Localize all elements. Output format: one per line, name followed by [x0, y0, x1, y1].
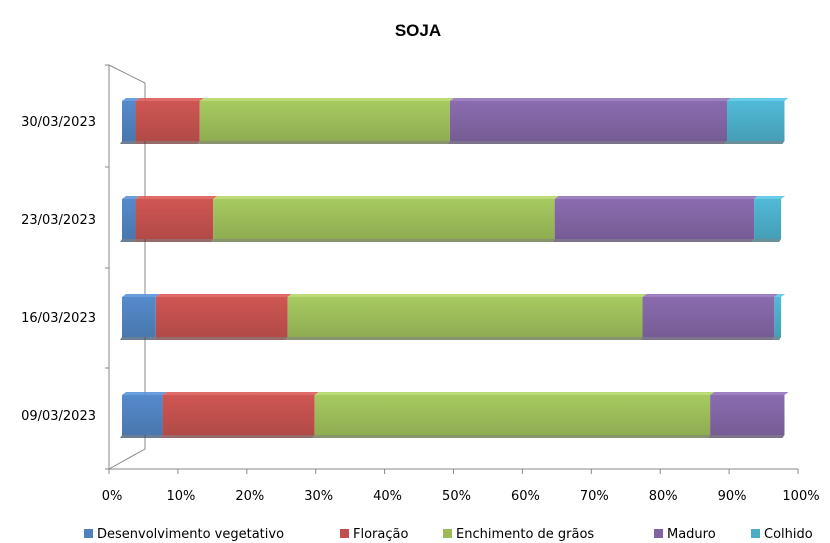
bar-top-face — [135, 98, 204, 101]
bar-segment — [754, 199, 782, 239]
bar-bottom-face — [772, 337, 782, 340]
bar-bottom-face — [120, 239, 136, 242]
legend-item: Floração — [340, 527, 408, 542]
bar-top-face — [122, 196, 140, 199]
legend-label: Enchimento de grãos — [456, 527, 594, 542]
legend-label: Floração — [353, 527, 408, 542]
legend-label: Desenvolvimento vegetativo — [97, 527, 284, 542]
bar-segment — [554, 199, 755, 239]
bar-bottom-face — [120, 337, 156, 340]
bar-bottom-face — [133, 239, 214, 242]
bar-segment — [135, 199, 214, 239]
axes — [105, 64, 799, 474]
x-tick-label: 30% — [304, 489, 333, 504]
legend-item: Desenvolvimento vegetativo — [84, 527, 284, 542]
bar-top-face — [710, 392, 789, 395]
bar-bottom-face — [285, 337, 643, 340]
legend-label: Colhido — [764, 527, 813, 542]
x-tick-label: 70% — [580, 489, 609, 504]
bar-top-face — [122, 98, 140, 101]
bar-bottom-face — [120, 141, 136, 144]
bar-segment — [314, 395, 711, 435]
x-tick-label: 50% — [442, 489, 471, 504]
bar-top-face — [727, 98, 789, 101]
bar-top-face — [199, 98, 454, 101]
bar-bottom-face — [708, 435, 785, 438]
bar-segment — [727, 101, 785, 141]
bar-segment — [162, 395, 315, 435]
legend-swatch — [751, 529, 760, 538]
x-tick-labels: 0% 10% 20% 30% 40% 50% 60% 70% 80% 90% 100% — [102, 489, 820, 504]
bar-top-face — [135, 196, 218, 199]
bar-segment — [774, 297, 782, 337]
y-tick-label: 09/03/2023 — [21, 409, 96, 424]
bar-top-face — [287, 294, 647, 297]
legend-item: Maduro — [654, 527, 716, 542]
bar-segment — [213, 199, 555, 239]
bar-bottom-face — [725, 141, 785, 144]
bar-top-face — [162, 392, 319, 395]
legend-label: Maduro — [667, 527, 716, 542]
bar-bottom-face — [552, 239, 755, 242]
bar-top-face — [155, 294, 292, 297]
bar-bottom-face — [752, 239, 782, 242]
x-tick-label: 100% — [782, 489, 819, 504]
bar-bottom-face — [160, 435, 315, 438]
bar-segment — [122, 101, 136, 141]
bar-bottom-face — [447, 141, 728, 144]
bar-top-face — [314, 392, 715, 395]
x-tick-label: 80% — [649, 489, 678, 504]
bar-segment — [122, 395, 163, 435]
bar-segment — [449, 101, 728, 141]
bar-segment — [135, 101, 200, 141]
bar-top-face — [213, 196, 559, 199]
bar-segment — [710, 395, 785, 435]
x-tick-label: 10% — [166, 489, 195, 504]
legend-swatch — [443, 529, 452, 538]
bar-bottom-face — [312, 435, 711, 438]
y-tick-labels: 09/03/2023 16/03/2023 23/03/2023 30/03/2023 — [21, 115, 96, 424]
bars — [120, 98, 789, 438]
bar-segment — [122, 199, 136, 239]
bar-bottom-face — [640, 337, 775, 340]
bar-top-face — [754, 196, 786, 199]
bar-bottom-face — [133, 141, 200, 144]
bar-top-face — [122, 294, 160, 297]
x-tick-label: 60% — [511, 489, 540, 504]
x-tick-label: 20% — [235, 489, 264, 504]
bar-top-face — [449, 98, 732, 101]
chart-title: SOJA — [395, 21, 441, 40]
y-tick-label: 23/03/2023 — [21, 213, 96, 228]
bar-bottom-face — [211, 239, 555, 242]
bar-bottom-face — [120, 435, 163, 438]
legend: Desenvolvimento vegetativo Floração Enchim… — [84, 527, 813, 542]
bar-segment — [122, 297, 156, 337]
bar-bottom-face — [153, 337, 288, 340]
back-wall-edge — [108, 64, 146, 470]
legend-item: Colhido — [751, 527, 813, 542]
x-tick-label: 0% — [102, 489, 123, 504]
bar-top-face — [554, 196, 759, 199]
bar-bottom-face — [197, 141, 450, 144]
legend-item: Enchimento de grãos — [443, 527, 594, 542]
bar-segment — [155, 297, 288, 337]
y-tick-label: 30/03/2023 — [21, 115, 96, 130]
y-tick-label: 16/03/2023 — [21, 311, 96, 326]
legend-swatch — [340, 529, 349, 538]
bar-top-face — [774, 294, 786, 297]
bar-top-face — [642, 294, 779, 297]
legend-swatch — [84, 529, 93, 538]
bar-segment — [199, 101, 450, 141]
x-tick-label: 90% — [718, 489, 747, 504]
bar-segment — [642, 297, 775, 337]
bar-segment — [287, 297, 643, 337]
legend-swatch — [654, 529, 663, 538]
bar-top-face — [122, 392, 167, 395]
x-tick-label: 40% — [373, 489, 402, 504]
